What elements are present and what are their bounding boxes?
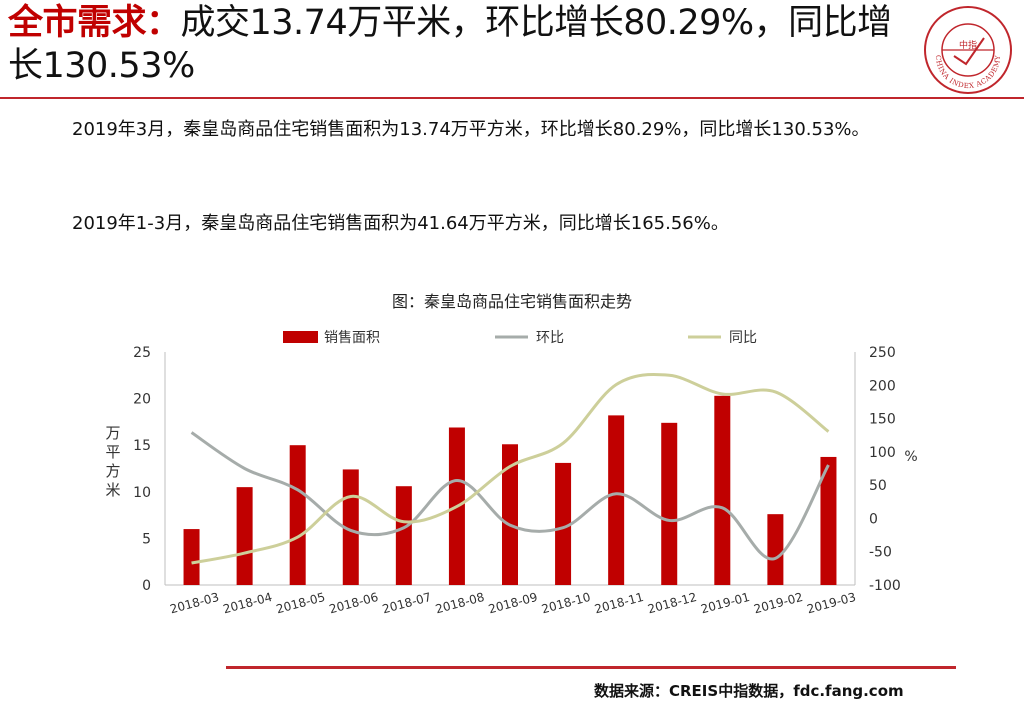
x-tick-label: 2018-11: [593, 590, 645, 617]
y-left-tick-label: 25: [133, 345, 151, 361]
x-tick-label: 2018-07: [381, 590, 433, 617]
x-tick-label: 2018-04: [222, 590, 274, 617]
x-tick-label: 2018-08: [434, 590, 486, 617]
y-right-tick-label: -100: [869, 578, 901, 594]
bar-sales-area: [820, 456, 837, 585]
x-tick-label: 2019-03: [805, 590, 857, 617]
line-yoy-growth: [191, 373, 830, 565]
svg-text:中指: 中指: [959, 39, 977, 51]
chart-title: 图：秦皇岛商品住宅销售面积走势: [391, 292, 632, 311]
y-right-tick-label: 250: [869, 345, 896, 361]
x-tick-label: 2018-09: [487, 590, 539, 617]
x-tick-label: 2018-06: [328, 590, 380, 617]
legend-label: 销售面积: [324, 330, 380, 346]
y-right-tick-label: -50: [869, 545, 892, 561]
bar-sales-area: [714, 395, 731, 585]
line-mom-growth: [190, 431, 830, 561]
y-left-axis-label: 平: [105, 443, 120, 461]
page-title: 全市需求：成交13.74万平米，环比增长80.29%，同比增长130.53%: [8, 2, 913, 88]
x-tick-label: 2018-10: [540, 590, 592, 617]
bar-sales-area: [555, 462, 572, 585]
legend-label: 环比: [536, 330, 564, 346]
x-tick-label: 2018-05: [275, 590, 327, 617]
bar-sales-area: [661, 422, 678, 585]
china-index-academy-logo: 中指 CHINA INDEX ACADEMY: [924, 6, 1012, 94]
bar-sales-area: [183, 529, 200, 585]
x-tick-label: 2019-01: [699, 590, 751, 617]
bar-sales-area: [767, 514, 784, 585]
bar-sales-area: [395, 486, 412, 585]
x-tick-label: 2018-03: [168, 590, 220, 617]
y-right-tick-label: 150: [869, 412, 896, 428]
y-right-tick-label: 100: [869, 445, 896, 461]
paragraph-quarterly: 2019年1-3月，秦皇岛商品住宅销售面积为41.64万平方米，同比增长165.…: [72, 213, 729, 234]
legend-swatch-bar: [283, 331, 318, 343]
paragraph-monthly: 2019年3月，秦皇岛商品住宅销售面积为13.74万平方米，环比增长80.29%…: [72, 119, 870, 140]
bar-sales-area: [502, 444, 518, 585]
y-right-tick-label: 0: [869, 511, 878, 527]
title-rest: 成交13.74万平米，环比增长80.29%，同比增长130.53%: [8, 3, 892, 86]
x-tick-label: 2018-12: [646, 590, 698, 617]
y-left-tick-label: 10: [133, 485, 151, 501]
y-right-axis-label: %: [904, 449, 917, 465]
y-left-tick-label: 5: [142, 531, 151, 547]
footer-divider: [226, 666, 956, 669]
y-right-tick-label: 50: [869, 478, 887, 494]
legend-label: 同比: [729, 330, 757, 346]
y-left-axis-label: 方: [105, 462, 120, 480]
title-divider: [0, 97, 1024, 99]
y-right-tick-label: 200: [869, 378, 896, 394]
y-left-tick-label: 0: [142, 578, 151, 594]
data-source: 数据来源：CREIS中指数据，fdc.fang.com: [594, 682, 904, 700]
bar-sales-area: [608, 415, 625, 585]
x-tick-label: 2019-02: [752, 590, 804, 617]
y-left-tick-label: 20: [133, 392, 151, 408]
title-accent: 全市需求：: [8, 3, 181, 43]
y-left-axis-label: 万: [105, 424, 120, 442]
sales-area-chart: 0 5 10 15 20 25 -100 -50 0 50 100 150 200 250 万平方米% 201…: [105, 330, 917, 617]
y-left-tick-label: 15: [133, 438, 151, 454]
bar-sales-area: [236, 487, 253, 585]
y-left-axis-label: 米: [105, 481, 120, 499]
bar-sales-area: [289, 445, 306, 585]
